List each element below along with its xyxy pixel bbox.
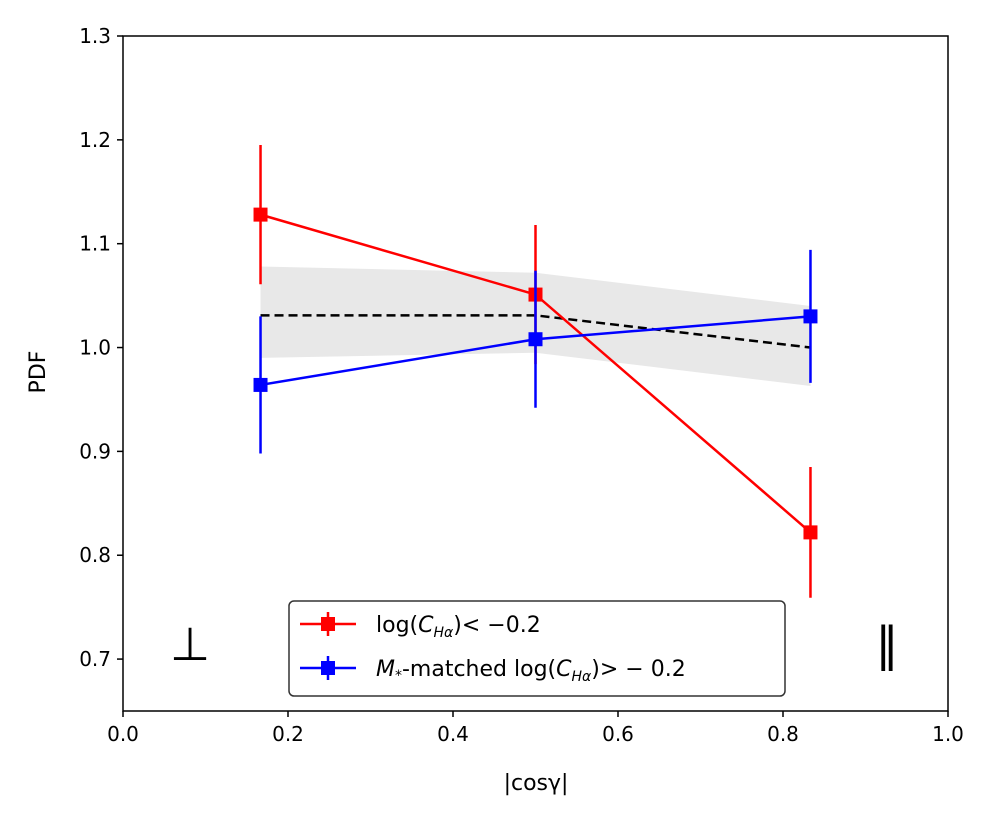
- y-tick-label-5: 1.2: [79, 128, 111, 152]
- legend-label-blue: M*-matched log(CHα)> − 0.2: [376, 657, 686, 685]
- x-tick-label-1: 0.2: [272, 722, 304, 746]
- y-tick-label-6: 1.3: [79, 24, 111, 48]
- x-tick-label-0: 0.0: [107, 722, 139, 746]
- parallel-symbol: ‖: [876, 617, 899, 672]
- x-tick-label-3: 0.6: [602, 722, 634, 746]
- legend-marker-red: [321, 617, 335, 631]
- legend-label-red-c: C: [418, 613, 434, 638]
- marker-blue-0: [253, 377, 268, 392]
- legend-label-blue-star: *: [395, 668, 402, 684]
- marker-blue-2: [803, 309, 818, 324]
- legend-label-blue-rest: )> − 0.2: [591, 657, 685, 682]
- legend-marker-blue: [321, 661, 335, 675]
- y-tick-label-2: 0.9: [79, 439, 111, 463]
- legend-frame: [288, 600, 786, 697]
- y-tick-label-0: 0.7: [79, 647, 111, 671]
- legend-label-red: log(CHα)< −0.2: [376, 613, 541, 641]
- marker-red-2: [803, 525, 818, 540]
- x-tick-label-2: 0.4: [437, 722, 469, 746]
- x-tick-label-4: 0.8: [767, 722, 799, 746]
- legend-label-blue-c: C: [556, 657, 572, 682]
- perpendicular-symbol: ⊥: [170, 617, 210, 671]
- axes-layer: 0.0 0.2 0.4 0.6 0.8 1.0 0.7 0.8 0.9 1.0 1.1 1.2 1.3: [79, 24, 964, 746]
- y-tick-label-3: 1.0: [79, 336, 111, 360]
- legend-label-blue-mid: -matched log(: [402, 657, 556, 682]
- legend-label-blue-sub: Hα: [572, 669, 593, 685]
- y-axis-label: PDF: [26, 351, 51, 394]
- y-tick-label-1: 0.8: [79, 543, 111, 567]
- x-tick-label-5: 1.0: [932, 722, 964, 746]
- legend: log(CHα)< −0.2 M*-matched log(CHα)> − 0.…: [288, 600, 786, 697]
- marker-blue-1: [528, 332, 543, 347]
- legend-label-red-rest: )< −0.2: [453, 613, 540, 638]
- y-tick-label-4: 1.1: [79, 232, 111, 256]
- marker-red-0: [253, 207, 268, 222]
- plot-frame: [122, 35, 949, 712]
- legend-entry-red: log(CHα)< −0.2: [300, 612, 541, 641]
- legend-label-blue-m: M: [376, 657, 395, 682]
- x-axis-label: |cosγ|: [504, 771, 569, 796]
- legend-entry-blue: M*-matched log(CHα)> − 0.2: [300, 656, 686, 685]
- series-layer: [253, 145, 818, 598]
- legend-label-red-sub: Hα: [434, 625, 455, 641]
